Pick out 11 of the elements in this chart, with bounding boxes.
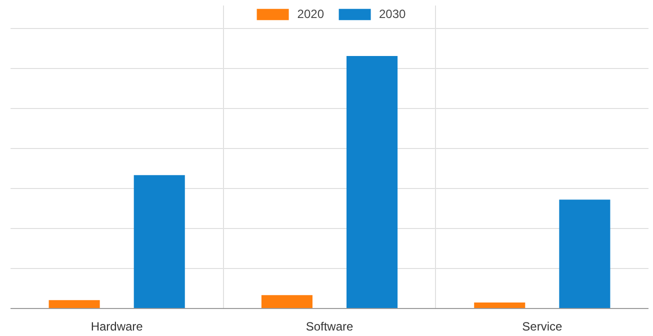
bar: [474, 302, 526, 308]
x-tick-label: Hardware: [90, 320, 144, 334]
x-tick-label: Service: [522, 320, 562, 334]
bar: [48, 300, 100, 308]
bar: [346, 56, 398, 308]
bar: [559, 200, 610, 308]
legend-label: 2030: [379, 7, 406, 21]
x-tick-label: Software: [306, 320, 354, 334]
legend-label: 2020: [297, 7, 324, 21]
bar: [134, 175, 185, 308]
bar: [261, 295, 312, 308]
